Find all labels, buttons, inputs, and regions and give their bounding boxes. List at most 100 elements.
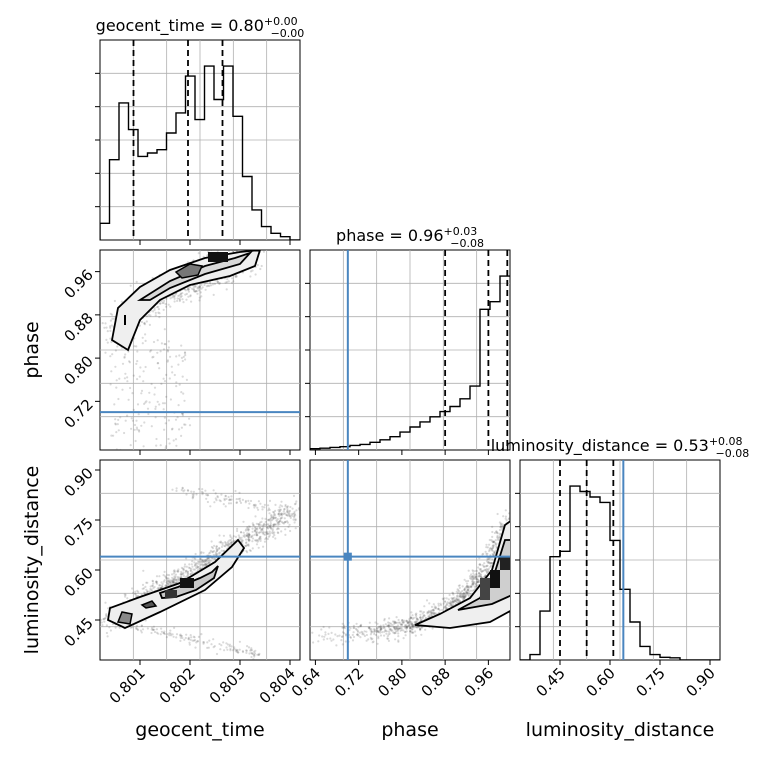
scatter-point — [421, 616, 424, 619]
scatter-point — [476, 580, 480, 583]
scatter-point — [132, 408, 135, 411]
scatter-point — [221, 541, 224, 545]
scatter-point — [260, 531, 263, 534]
scatter-point — [284, 521, 287, 524]
scatter-point — [145, 315, 148, 318]
scatter-point — [287, 513, 291, 516]
scatter-point — [173, 626, 176, 630]
scatter-point — [234, 275, 237, 279]
scatter-point — [270, 516, 274, 519]
scatter-point — [190, 490, 193, 493]
scatter-point — [169, 305, 172, 308]
scatter-point — [411, 623, 414, 626]
scatter-point — [215, 553, 218, 556]
scatter-point — [267, 504, 270, 507]
scatter-point — [163, 328, 166, 331]
scatter-point — [471, 569, 474, 572]
scatter-point — [215, 545, 218, 548]
scatter-point — [263, 533, 267, 536]
scatter-point — [422, 611, 425, 614]
scatter-point — [184, 358, 187, 361]
scatter-point — [468, 590, 471, 593]
scatter-point — [336, 635, 339, 638]
scatter-point — [213, 282, 216, 285]
scatter-point — [261, 529, 264, 532]
scatter-point — [178, 299, 181, 303]
scatter-point — [222, 534, 225, 537]
scatter-point — [202, 642, 205, 645]
scatter-point — [109, 326, 112, 329]
scatter-point — [149, 314, 152, 317]
scatter-point — [262, 545, 265, 548]
scatter-point — [332, 638, 335, 641]
scatter-point — [157, 305, 160, 308]
scatter-point — [452, 601, 456, 604]
scatter-point — [114, 423, 117, 426]
scatter-point — [409, 626, 412, 630]
scatter-point — [462, 594, 465, 598]
scatter-point — [236, 527, 239, 531]
scatter-point — [269, 524, 272, 527]
scatter-point — [103, 617, 106, 620]
scatter-point — [170, 365, 173, 368]
scatter-point — [292, 518, 295, 521]
scatter-point — [416, 617, 419, 620]
scatter-point — [493, 551, 496, 554]
scatter-point — [158, 584, 161, 587]
scatter-point — [457, 598, 460, 602]
scatter-point — [188, 417, 191, 420]
scatter-point — [349, 636, 352, 639]
scatter-point — [150, 382, 153, 386]
scatter-point — [215, 246, 217, 248]
scatter-point — [136, 360, 139, 363]
scatter-point — [247, 538, 250, 542]
scatter-point — [433, 605, 436, 608]
scatter-point — [105, 326, 108, 329]
scatter-point — [475, 580, 478, 584]
scatter-point — [256, 653, 259, 656]
scatter-point — [439, 602, 442, 605]
y-axis-label-phase: phase — [21, 321, 43, 378]
scatter-point — [383, 634, 386, 637]
scatter-point — [244, 499, 247, 503]
scatter-point — [110, 434, 113, 437]
scatter-point — [340, 635, 344, 639]
scatter-point — [419, 616, 422, 619]
scatter-point — [479, 563, 482, 567]
scatter-point — [131, 587, 134, 590]
scatter-point — [181, 636, 184, 640]
scatter-point — [218, 551, 221, 554]
scatter-point — [184, 354, 187, 357]
scatter-point — [428, 602, 431, 605]
scatter-point — [188, 567, 191, 570]
scatter-point — [165, 577, 168, 580]
scatter-point — [263, 522, 266, 526]
scatter-point — [200, 633, 203, 636]
scatter-point — [227, 280, 230, 283]
scatter-point — [268, 524, 271, 528]
scatter-point — [224, 541, 227, 544]
scatter-point — [105, 624, 108, 627]
scatter-point — [272, 523, 275, 527]
scatter-point — [405, 626, 409, 629]
scatter-point — [100, 618, 102, 622]
scatter-point — [448, 604, 451, 608]
scatter-point — [224, 545, 227, 548]
scatter-point — [148, 401, 151, 404]
scatter-point — [247, 543, 250, 546]
scatter-point — [170, 579, 173, 582]
scatter-point — [179, 296, 182, 299]
scatter-point — [393, 626, 396, 629]
scatter-point — [227, 540, 230, 543]
scatter-point — [411, 614, 414, 617]
scatter-point — [164, 576, 167, 579]
scatter-point — [466, 589, 470, 592]
title-phase-main: phase = 0.96 — [336, 226, 443, 245]
scatter-point — [177, 294, 180, 297]
scatter-point — [390, 629, 393, 632]
scatter-point — [485, 570, 488, 573]
scatter-point — [165, 373, 168, 376]
scatter-point — [278, 506, 281, 509]
scatter-point — [229, 498, 232, 502]
scatter-point — [411, 624, 414, 627]
